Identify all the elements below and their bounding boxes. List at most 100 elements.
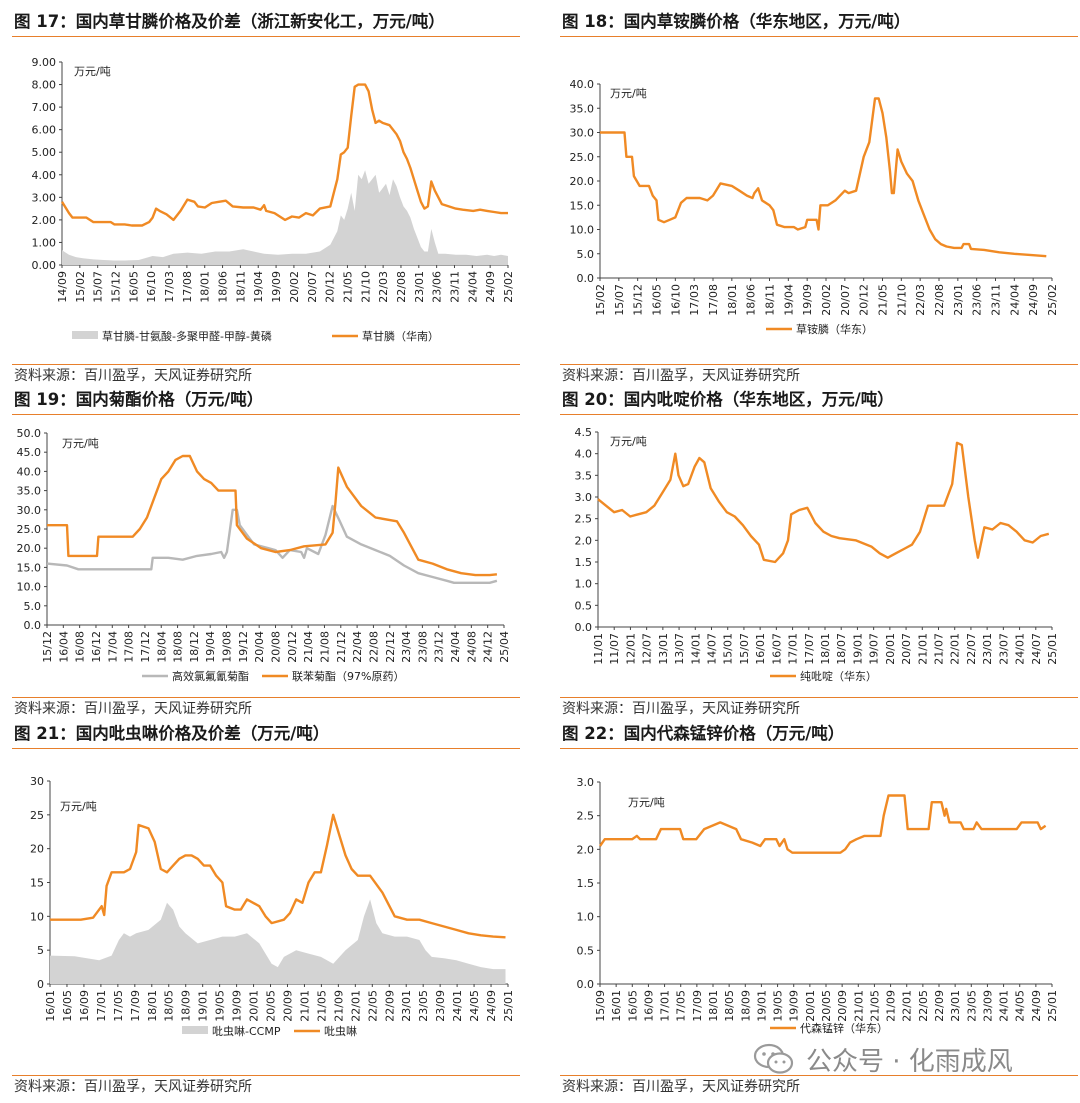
x-tick-label: 22/01 [901, 990, 914, 1022]
panel-fig19: 图 19：国内菊酯价格（万元/吨） 0.0 5.0 10.0 15.0 20.0 25.0… [12, 386, 520, 722]
x-tick-label: 20/12 [324, 271, 337, 303]
x-tick-label: 23/11 [448, 271, 461, 303]
x-tick-label: 19/05 [214, 990, 227, 1022]
series-line [599, 794, 1047, 854]
x-tick-label: 13/07 [673, 633, 686, 665]
x-tick-label: 19/01 [197, 990, 210, 1022]
x-tick-label: 18/01 [726, 284, 739, 316]
chart-fig17: 0.00 1.00 2.00 3.00 4.00 5.00 6.00 7.00 8.00 9.00… [32, 56, 516, 343]
x-tick-label: 22/12 [384, 631, 397, 663]
x-tick-label: 23/01 [400, 990, 413, 1022]
y-tick-label: 2.5 [577, 810, 595, 823]
y-tick-label: 5.00 [32, 146, 57, 159]
x-tick-label: 17/03 [688, 284, 701, 316]
x-tick-label: 18/06 [745, 284, 758, 316]
x-tick-label: 25/01 [1046, 990, 1059, 1022]
y-tick-label: 2.0 [577, 843, 595, 856]
x-tick-label: 22/05 [917, 990, 930, 1022]
chart-fig18: 0.0 5.0 10.0 15.0 20.0 25.0 30.0 35.0 40.0 15/02 1… [570, 78, 1060, 336]
y-tick-label: 1.00 [32, 236, 57, 249]
x-tick-label: 22/09 [933, 990, 946, 1022]
x-tick-label: 18/04 [155, 631, 168, 663]
y-tick-label: 1.0 [577, 911, 595, 924]
y-tick-label: 3.5 [575, 469, 593, 482]
x-tick-label: 16/10 [669, 284, 682, 316]
y-tick-label: 1.5 [575, 556, 593, 569]
x-tick-label: 23/09 [434, 990, 447, 1022]
chart-fig20: 0.0 0.5 1.0 1.5 2.0 2.5 3.0 3.5 4.0 4.5 11/01 11/07… [575, 426, 1060, 683]
x-tick-label: 17/09 [129, 990, 142, 1022]
y-tick-label: 20.0 [570, 175, 595, 188]
y-tick-label: 9.00 [32, 56, 57, 69]
x-tick-label: 23/06 [971, 284, 984, 316]
x-tick-label: 16/07 [770, 633, 783, 665]
x-tick-label: 23/04 [400, 631, 413, 663]
panel-fig22: 图 22：国内代森锰锌价格（万元/吨） 0.0 0.5 1.0 1.5 2.0 2.5 3.… [560, 720, 1078, 1100]
y-tick-label: 0.0 [577, 272, 595, 285]
x-tick-label: 20/02 [820, 284, 833, 316]
legend-label: 吡虫啉-CCMP [212, 1025, 281, 1038]
y-tick-label: 4.0 [575, 448, 593, 461]
x-tick-label: 21/01 [298, 990, 311, 1022]
x-tick-label: 22/09 [383, 990, 396, 1022]
x-tick-label: 22/03 [377, 271, 390, 303]
x-tick-label: 24/07 [1030, 633, 1043, 665]
x-tick-label: 17/09 [691, 990, 704, 1022]
x-tick-label: 18/05 [723, 990, 736, 1022]
x-tick-label: 25/01 [502, 990, 515, 1022]
y-tick-label: 30.0 [570, 127, 595, 140]
y-tick-label: 4.5 [575, 426, 593, 439]
x-tick-label: 21/01 [852, 990, 865, 1022]
x-tick-label: 17/07 [803, 633, 816, 665]
y-tick-label: 2.00 [32, 214, 57, 227]
x-tick-label: 20/02 [288, 271, 301, 303]
x-tick-label: 15/12 [632, 284, 645, 316]
x-tick-label: 19/04 [782, 284, 795, 316]
x-tick-label: 21/04 [302, 631, 315, 663]
legend-label: 草铵膦（华东） [796, 322, 873, 336]
x-tick-label: 14/01 [689, 633, 702, 665]
x-tick-label: 23/01 [949, 990, 962, 1022]
x-tick-label: 21/05 [315, 990, 328, 1022]
x-tick-label: 21/12 [335, 631, 348, 663]
x-tick-label: 24/09 [484, 271, 497, 303]
x-tick-label: 14/07 [706, 633, 719, 665]
x-tick-label: 20/01 [804, 990, 817, 1022]
x-tick-label: 20/01 [248, 990, 261, 1022]
x-tick-label: 17/08 [707, 284, 720, 316]
chart-title: 图 17：国内草甘膦价格及价差（浙江新安化工，万元/吨） [12, 8, 520, 37]
y-tick-label: 40.0 [17, 465, 42, 478]
x-tick-label: 17/04 [106, 631, 119, 663]
series-line [60, 83, 508, 227]
y-tick-label: 0.5 [577, 944, 595, 957]
y-tick-label: 0.5 [575, 599, 593, 612]
x-tick-label: 24/01 [1014, 633, 1027, 665]
x-tick-label: 14/09 [56, 271, 69, 303]
x-tick-label: 19/05 [772, 990, 785, 1022]
y-tick-label: 25.0 [17, 523, 42, 536]
x-tick-label: 24/09 [1030, 990, 1043, 1022]
x-tick-label: 19/09 [788, 990, 801, 1022]
x-tick-label: 17/01 [95, 990, 108, 1022]
x-tick-label: 18/01 [819, 633, 832, 665]
x-tick-label: 19/01 [851, 633, 864, 665]
legend-label: 草甘膦-甘氨酸-多聚甲醛-甲醇-黄磷 [102, 329, 272, 343]
x-tick-label: 22/04 [351, 631, 364, 663]
x-tick-label: 24/01 [451, 990, 464, 1022]
x-tick-label: 22/01 [949, 633, 962, 665]
y-tick-label: 1.0 [575, 578, 593, 591]
x-tick-label: 16/05 [127, 271, 140, 303]
series-line [600, 97, 1047, 258]
chart-title: 图 18：国内草铵膦价格（华东地区，万元/吨） [560, 8, 1078, 37]
y-tick-label: 10.0 [17, 581, 42, 594]
chart-title: 图 21：国内吡虫啉价格及价差（万元/吨） [12, 720, 520, 749]
x-tick-label: 20/04 [253, 631, 266, 663]
series-line [597, 441, 1050, 564]
x-tick-label: 23/12 [433, 631, 446, 663]
unit-label: 万元/吨 [628, 796, 665, 809]
y-tick-label: 0.0 [577, 978, 595, 991]
y-tick-label: 5.0 [577, 248, 595, 261]
chart-source: 资料来源：百川盈孚，天风证券研究所 [560, 697, 1078, 720]
chart-fig19: 0.0 5.0 10.0 15.0 20.0 25.0 30.0 35.0 40.0 45.0 50… [17, 427, 512, 683]
x-tick-label: 17/01 [659, 990, 672, 1022]
